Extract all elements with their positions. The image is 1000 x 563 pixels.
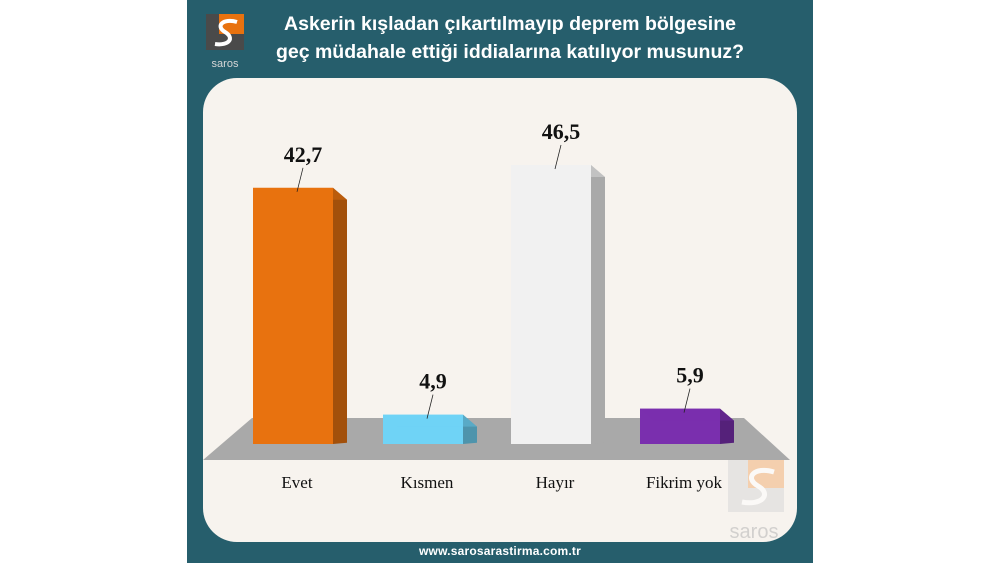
value-label-leader-2 xyxy=(426,394,434,419)
value-label-1: 42,7 xyxy=(284,142,323,167)
bar-3 xyxy=(511,165,605,444)
value-label-leader-3 xyxy=(554,144,562,170)
category-label-1: Evet xyxy=(281,473,312,492)
value-label-4: 5,9 xyxy=(676,363,704,388)
saros-watermark-icon: saros xyxy=(728,460,784,543)
value-label-3: 46,5 xyxy=(542,119,581,144)
value-label-2: 4,9 xyxy=(419,369,447,394)
category-label-4: Fikrim yok xyxy=(646,473,723,492)
logo-s-curve xyxy=(214,19,238,47)
bar-bevel-2 xyxy=(383,414,477,427)
category-label-3: Hayır xyxy=(536,473,575,492)
bar-front-1 xyxy=(253,187,333,445)
bar-4 xyxy=(640,408,734,444)
value-label-leader-4 xyxy=(683,388,691,413)
logo-square-orange xyxy=(219,14,244,34)
category-label-2: Kısmen xyxy=(401,473,454,492)
bar-side-4 xyxy=(720,408,734,444)
watermark-text: saros xyxy=(730,521,779,543)
bar-front-3 xyxy=(511,165,591,444)
bar-side-3 xyxy=(591,165,605,444)
bar-side-2 xyxy=(463,414,477,444)
bar-side-1 xyxy=(333,187,347,445)
bar-bevel-1 xyxy=(253,187,347,200)
bar-2 xyxy=(383,414,477,444)
watermark-s-curve xyxy=(741,468,775,506)
labels-group: 42,7 Evet 4,9 Kısmen 46,5 Hayır 5,9 Fikrim yok xyxy=(281,119,722,492)
chart-title: Askerin kışladan çıkartılmayıp deprem bö… xyxy=(250,10,770,66)
bar-bevel-4 xyxy=(640,408,734,421)
title-line-1: Askerin kışladan çıkartılmayıp deprem bö… xyxy=(284,13,736,35)
logo-text: saros xyxy=(212,58,239,70)
bars-group xyxy=(253,165,734,445)
title-line-2: geç müdahale ettiği iddialarına katılıyo… xyxy=(275,41,745,63)
bar-front-4 xyxy=(640,408,720,444)
footer-url: www.sarosarastirma.com.tr xyxy=(419,544,581,558)
saros-logo-icon: saros xyxy=(206,14,244,70)
value-label-leader-1 xyxy=(296,167,304,192)
bar-bevel-3 xyxy=(511,165,605,177)
bar-1 xyxy=(253,187,347,445)
bar-front-2 xyxy=(383,414,463,444)
